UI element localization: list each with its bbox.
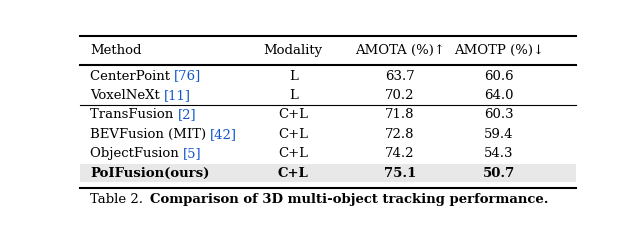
Text: L: L <box>289 89 298 102</box>
Text: C+L: C+L <box>278 167 308 180</box>
Text: 74.2: 74.2 <box>385 147 415 160</box>
Text: 75.1: 75.1 <box>384 167 416 180</box>
Text: 63.7: 63.7 <box>385 70 415 83</box>
Text: 54.3: 54.3 <box>484 147 514 160</box>
Text: [11]: [11] <box>164 89 191 102</box>
Text: 64.0: 64.0 <box>484 89 514 102</box>
Text: [2]: [2] <box>177 108 196 121</box>
Text: C+L: C+L <box>278 147 308 160</box>
Text: Modality: Modality <box>264 44 323 57</box>
Text: ObjectFusion: ObjectFusion <box>90 147 183 160</box>
Text: AMOTP (%)↓: AMOTP (%)↓ <box>454 44 544 57</box>
Text: Table 2.: Table 2. <box>90 193 150 206</box>
Text: BEVFusion (MIT): BEVFusion (MIT) <box>90 128 211 141</box>
Text: 59.4: 59.4 <box>484 128 514 141</box>
Text: 50.7: 50.7 <box>483 167 515 180</box>
Text: L: L <box>289 70 298 83</box>
Text: Comparison of 3D multi-object tracking performance.: Comparison of 3D multi-object tracking p… <box>150 193 548 206</box>
Text: TransFusion: TransFusion <box>90 108 177 121</box>
Text: AMOTA (%)↑: AMOTA (%)↑ <box>355 44 445 57</box>
Text: VoxelNeXt: VoxelNeXt <box>90 89 164 102</box>
Text: PoIFusion(ours): PoIFusion(ours) <box>90 167 209 180</box>
Text: [5]: [5] <box>183 147 202 160</box>
Text: [76]: [76] <box>174 70 202 83</box>
Text: 71.8: 71.8 <box>385 108 415 121</box>
Bar <box>80 164 576 182</box>
Text: [42]: [42] <box>211 128 237 141</box>
Text: 70.2: 70.2 <box>385 89 415 102</box>
Text: C+L: C+L <box>278 128 308 141</box>
Text: C+L: C+L <box>278 108 308 121</box>
Text: 72.8: 72.8 <box>385 128 415 141</box>
Text: 60.6: 60.6 <box>484 70 514 83</box>
Text: Method: Method <box>90 44 141 57</box>
Text: 60.3: 60.3 <box>484 108 514 121</box>
Text: CenterPoint: CenterPoint <box>90 70 174 83</box>
